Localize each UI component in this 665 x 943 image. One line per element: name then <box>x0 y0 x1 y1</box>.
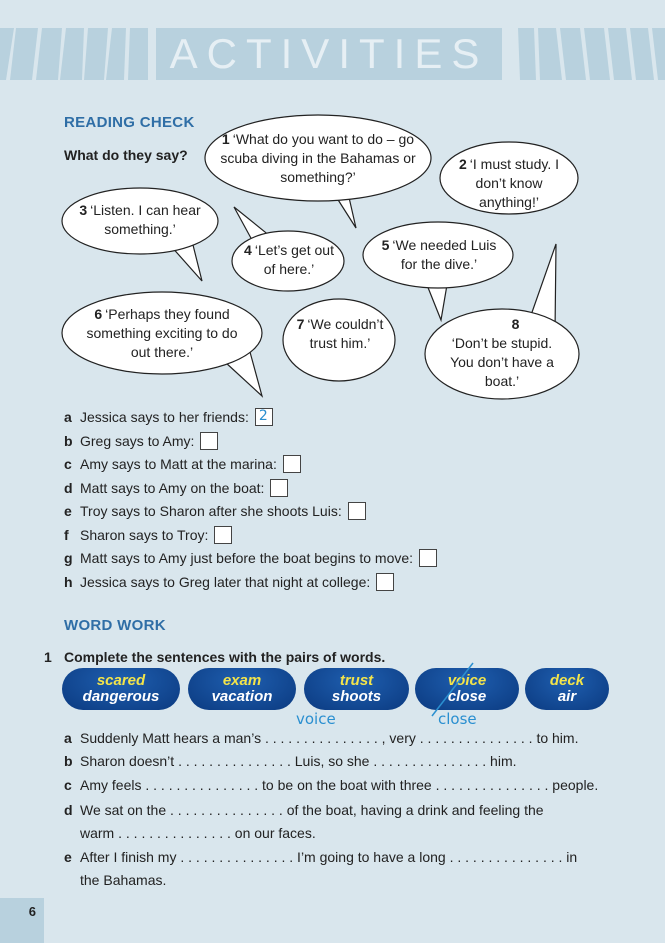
page-number: 6 <box>28 904 36 919</box>
list-item: b Greg says to Amy: <box>64 432 219 450</box>
bubble-2 <box>439 141 579 215</box>
list-item: h Jessica says to Greg later that night a… <box>64 573 395 591</box>
answer-box[interactable] <box>419 549 438 567</box>
bubble-text-5: 5 ‘We needed Luis for the dive.’ <box>381 237 497 272</box>
bubble-text-7: 7 ‘We couldn’t trust him.’ <box>296 316 384 351</box>
answer-box[interactable]: 2 <box>254 408 273 426</box>
page-number-box: 6 <box>0 898 44 943</box>
word-pair-pill: scared dangerous <box>62 668 180 710</box>
word-pair-pill: trust shoots <box>304 668 409 710</box>
reading-check-question: What do they say? <box>64 147 188 163</box>
list-item: c Amy says to Matt at the marina: <box>64 455 301 473</box>
sentence: a Suddenly Matt hears a man’s . . . . . .… <box>64 730 579 746</box>
answer-box[interactable] <box>214 526 233 544</box>
word-pair-pill: deck air <box>525 668 609 710</box>
word-pair-pill: exam vacation <box>188 668 296 710</box>
exercise-number: 1 <box>44 649 52 665</box>
word-pair-pill: voice close <box>415 668 519 710</box>
bubble-text-3: 3 ‘Listen. I can hear something.’ <box>79 202 201 237</box>
sentence: b Sharon doesn’t . . . . . . . . . . . . … <box>64 753 517 769</box>
bubble-text-2: 2 ‘I must study. I don’t know anything!’ <box>458 156 559 210</box>
bubble-7 <box>282 298 396 382</box>
handwritten-answer: voice <box>296 710 336 728</box>
reading-check-heading: READING CHECK <box>64 114 195 131</box>
bubble-text-1: 1 ‘What do you want to do – go scuba divi… <box>220 131 416 185</box>
banner-stripes <box>0 28 665 80</box>
answer-box[interactable] <box>270 479 289 497</box>
handwritten-answer: close <box>438 710 477 728</box>
sentence: c Amy feels . . . . . . . . . . . . . . .… <box>64 777 599 793</box>
list-item: a Jessica says to her friends: 2 <box>64 408 273 426</box>
answer-box[interactable] <box>376 573 395 591</box>
answer-box[interactable] <box>200 432 219 450</box>
list-item: d Matt says to Amy on the boat: <box>64 479 289 497</box>
sentence: d We sat on the . . . . . . . . . . . . .… <box>64 802 544 841</box>
bubble-text-6: 6 ‘Perhaps they found something exciting … <box>86 306 238 360</box>
answer-box[interactable] <box>282 455 301 473</box>
bubble-text-8: 8 ‘Don’t be stupid. You don’t have a boat… <box>450 316 554 389</box>
answer-box[interactable] <box>347 502 366 520</box>
word-work-heading: WORD WORK <box>64 617 166 634</box>
exercise-instruction: Complete the sentences with the pairs of… <box>64 649 386 665</box>
list-item: f Sharon says to Troy: <box>64 526 233 544</box>
list-item: e Troy says to Sharon after she shoots Lu… <box>64 502 366 520</box>
list-item: g Matt says to Amy just before the boat b… <box>64 549 438 567</box>
speech-bubbles <box>61 114 580 400</box>
page-title: ACTIVITIES <box>156 28 502 80</box>
sentence: e After I finish my . . . . . . . . . . .… <box>64 849 578 888</box>
bubble-text-4: 4 ‘Let’s get out of here.’ <box>244 242 334 277</box>
